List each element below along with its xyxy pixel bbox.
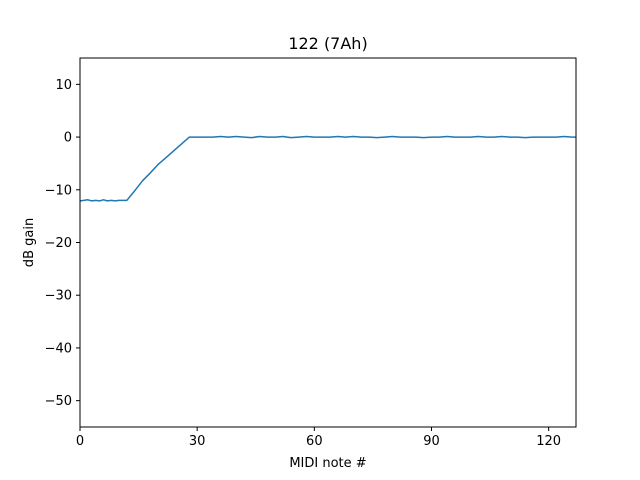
x-tick-label: 60 bbox=[306, 434, 323, 449]
y-tick-label: −40 bbox=[45, 341, 72, 356]
y-tick-label: −30 bbox=[45, 289, 72, 304]
y-tick-label: 0 bbox=[64, 131, 72, 146]
y-tick-label: −10 bbox=[45, 183, 72, 198]
x-axis: 0 30 60 90 120 bbox=[76, 427, 561, 449]
series-line bbox=[79, 135, 576, 202]
x-tick-label: 90 bbox=[423, 434, 440, 449]
x-tick-label: 0 bbox=[76, 434, 84, 449]
y-axis: 10 0 −10 −20 −30 −40 −50 bbox=[45, 78, 80, 409]
y-axis-label: dB gain bbox=[22, 218, 37, 267]
plot-area bbox=[79, 135, 576, 202]
x-tick-label: 120 bbox=[536, 434, 561, 449]
y-tick-label: −50 bbox=[45, 394, 72, 409]
x-tick-label: 30 bbox=[189, 434, 206, 449]
chart-title: 122 (7Ah) bbox=[288, 34, 367, 53]
x-axis-label: MIDI note # bbox=[289, 456, 366, 471]
y-tick-label: 10 bbox=[55, 78, 72, 93]
y-tick-label: −20 bbox=[45, 236, 72, 251]
